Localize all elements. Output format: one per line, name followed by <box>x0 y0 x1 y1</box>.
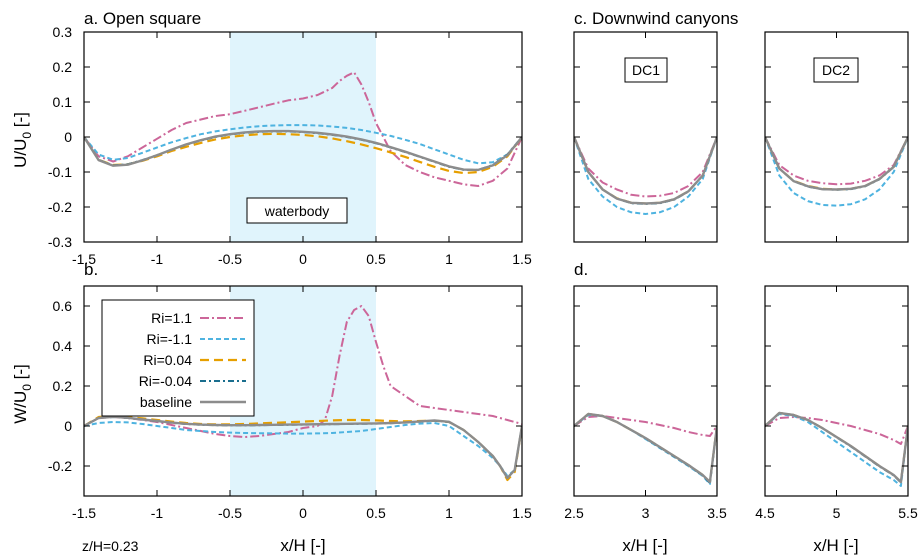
x-tick-label: 0.5 <box>366 505 386 521</box>
axes-frame <box>573 285 718 497</box>
series-line <box>84 415 522 480</box>
series-line <box>765 136 908 207</box>
waterbody-annotation: waterbody <box>246 197 348 224</box>
x-tick-label: 1 <box>445 251 453 267</box>
x-tick-label: 1.5 <box>512 505 532 521</box>
series-line <box>574 136 717 205</box>
x-tick-label: 1 <box>445 505 453 521</box>
waterbody-label: waterbody <box>264 203 330 219</box>
legend-label: Ri=1.1 <box>151 310 192 326</box>
y-tick-label: 0.3 <box>53 24 73 40</box>
legend-label: baseline <box>140 394 192 410</box>
x-tick-label: -0.5 <box>218 251 242 267</box>
series-line <box>574 136 717 205</box>
x-tick-label: -0.5 <box>218 505 242 521</box>
series-line <box>574 136 717 198</box>
x-tick-label: 3 <box>642 505 650 521</box>
y-axis-label-top: U/U0 [-] <box>11 112 34 168</box>
x-tick-label: 0.5 <box>366 251 386 267</box>
x-tick-label: 1.5 <box>512 251 532 267</box>
series-line <box>574 412 717 484</box>
y-tick-label: 0 <box>64 418 72 434</box>
series-line <box>765 411 908 484</box>
series-line <box>765 136 908 186</box>
series-line <box>84 305 522 438</box>
x-axis-label-b: x/H [-] <box>280 536 325 555</box>
x-tick-label: -1.5 <box>72 251 96 267</box>
series-line <box>574 412 717 484</box>
x-tick-label: 2.5 <box>564 505 584 521</box>
x-tick-label: 5.5 <box>898 505 918 521</box>
panel-c2 <box>764 31 909 243</box>
panel-d-title: d. <box>574 260 588 279</box>
dc2-label: DC2 <box>822 62 850 78</box>
series-line <box>574 136 717 215</box>
plot-layer: -0.3 -0.2 -0.1 0 0.1 0.2 0.3 -1.5 -1 -0.5 0 0.5 1 1.5… <box>48 24 918 521</box>
panel-d1: 2.5 3 3.5 <box>564 285 727 521</box>
x-axis-label-d2: x/H [-] <box>813 536 858 555</box>
y-tick-label: 0 <box>64 129 72 145</box>
y-tick-label: -0.1 <box>48 164 72 180</box>
series-line <box>765 413 908 487</box>
series-line <box>574 136 717 205</box>
panel-d2: 4.5 5 5.5 <box>755 285 918 521</box>
series-line <box>574 414 717 485</box>
series-line <box>574 413 717 484</box>
x-tick-label: -1 <box>151 251 164 267</box>
series-line <box>84 129 522 172</box>
y-tick-label: -0.2 <box>48 199 72 215</box>
y-tick-label: 0.2 <box>53 59 73 75</box>
y-tick-label: -0.3 <box>48 234 72 250</box>
y-tick-label: 0.1 <box>53 94 73 110</box>
x-tick-label: 5 <box>833 505 841 521</box>
series-line <box>765 136 908 191</box>
dc1-label: DC1 <box>632 62 660 78</box>
series-line <box>84 71 522 187</box>
panel-c-title: c. Downwind canyons <box>574 9 738 28</box>
panel-a: -0.3 -0.2 -0.1 0 0.1 0.2 0.3 -1.5 -1 -0.5 0 0.5 1 1.5 <box>48 24 532 267</box>
x-tick-label: 4.5 <box>755 505 775 521</box>
height-note: z/H=0.23 <box>82 538 139 554</box>
legend-label: Ri=0.04 <box>143 352 192 368</box>
panel-c1 <box>573 31 718 243</box>
panel-b-title: b. <box>84 260 98 279</box>
y-tick-label: 0.6 <box>53 298 73 314</box>
legend-label: Ri=-1.1 <box>146 331 192 347</box>
x-axis-label-d1: x/H [-] <box>622 536 667 555</box>
series-line <box>84 421 522 477</box>
series-line <box>84 124 522 165</box>
y-tick-label: 0.4 <box>53 338 73 354</box>
dc1-annotation: DC1 <box>624 57 668 83</box>
x-tick-label: 0 <box>299 251 307 267</box>
axes-frame <box>764 285 909 497</box>
y-tick-label: 0.2 <box>53 378 73 394</box>
legend-label: Ri=-0.04 <box>139 373 193 389</box>
series-line <box>574 415 717 437</box>
dc2-annotation: DC2 <box>813 57 859 83</box>
x-tick-label: -1 <box>151 505 164 521</box>
x-tick-label: 0 <box>299 505 307 521</box>
series-line <box>765 136 908 191</box>
y-tick-label: -0.2 <box>48 458 72 474</box>
series-line <box>765 136 908 191</box>
x-tick-label: -1.5 <box>72 505 96 521</box>
legend: Ri=1.1 Ri=-1.1 Ri=0.04 Ri=-0.04 baseline <box>101 299 255 417</box>
x-tick-label: 3.5 <box>707 505 727 521</box>
series-line <box>765 416 908 445</box>
panel-a-title: a. Open square <box>84 9 201 28</box>
y-axis-label-bottom: W/U0 [-] <box>11 364 34 424</box>
